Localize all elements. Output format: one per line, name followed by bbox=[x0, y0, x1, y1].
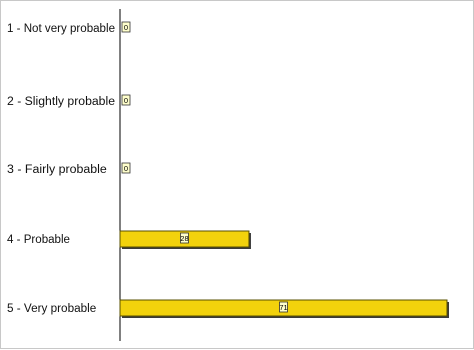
value-label: 0 bbox=[124, 164, 128, 173]
category-label: 2 - Slightly probable bbox=[7, 96, 115, 108]
value-label-box bbox=[279, 301, 288, 313]
value-label-box bbox=[121, 94, 131, 106]
value-label: 71 bbox=[279, 303, 287, 312]
value-label: 0 bbox=[124, 96, 128, 105]
value-label-box bbox=[121, 21, 131, 33]
value-label-box bbox=[121, 162, 131, 174]
category-label: 4 - Probable bbox=[7, 234, 70, 246]
value-label: 0 bbox=[124, 23, 128, 32]
category-label: 5 - Very probable bbox=[7, 303, 96, 315]
value-label: 28 bbox=[180, 234, 188, 243]
value-label-box bbox=[180, 232, 189, 244]
category-label: 3 - Fairly probable bbox=[7, 164, 107, 176]
category-label: 1 - Not very probable bbox=[7, 23, 115, 35]
